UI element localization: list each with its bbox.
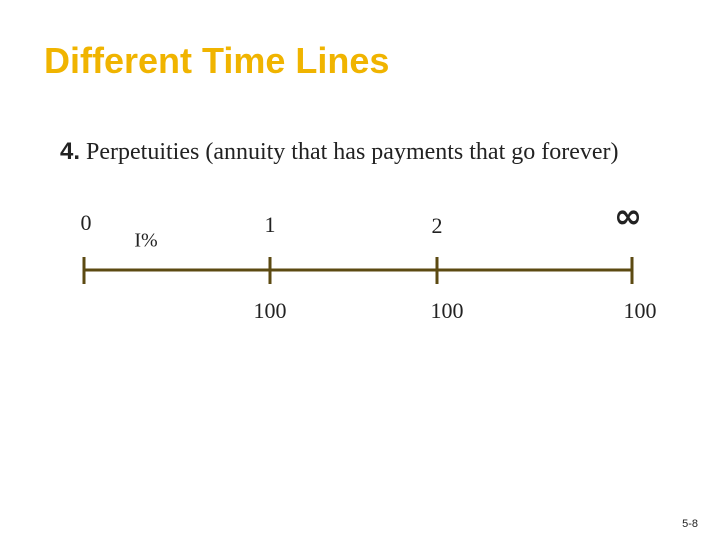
item-number: 4. bbox=[60, 138, 81, 165]
rate-label: I% bbox=[134, 230, 157, 252]
period-label: 0 bbox=[81, 210, 92, 235]
payment-label: 100 bbox=[624, 298, 657, 323]
payment-label: 100 bbox=[254, 298, 287, 323]
period-label: 1 bbox=[265, 212, 276, 237]
slide-title: Different Time Lines bbox=[44, 40, 390, 81]
period-label: ∞ bbox=[614, 197, 642, 237]
body-text: 4. Perpetuities (annuity that has paymen… bbox=[45, 136, 635, 168]
page-number: 5-8 bbox=[682, 518, 698, 530]
timeline-lines bbox=[82, 257, 634, 284]
payment-label: 100 bbox=[431, 298, 464, 323]
item-text: Perpetuities (annuity that has payments … bbox=[86, 139, 619, 165]
period-label: 2 bbox=[432, 213, 443, 238]
